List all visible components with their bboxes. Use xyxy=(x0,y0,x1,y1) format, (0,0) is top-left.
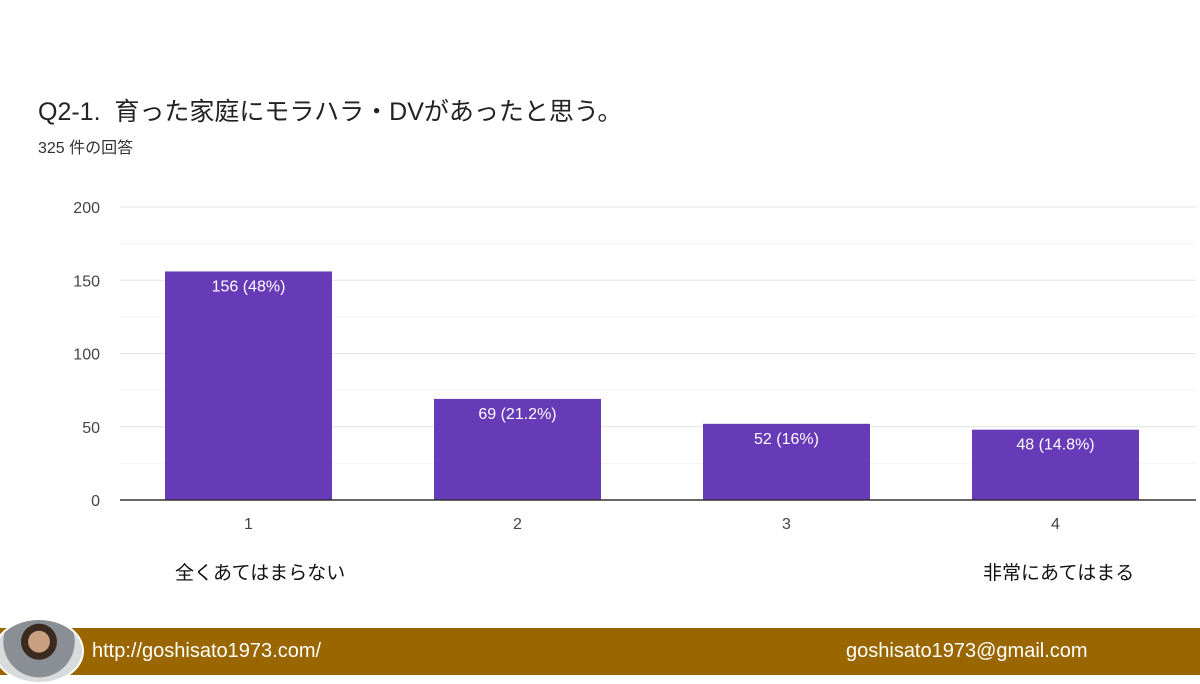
data-label: 52 (16%) xyxy=(754,431,819,448)
scale-label-low: 全くあてはまらない xyxy=(175,563,346,584)
y-tick-label: 50 xyxy=(82,420,100,437)
y-tick-label: 200 xyxy=(73,200,100,217)
bar xyxy=(972,429,1139,500)
bar xyxy=(703,423,870,500)
data-label: 156 (48%) xyxy=(212,278,286,295)
footer-bar: http://goshisato1973.com/ goshisato1973@… xyxy=(0,628,1200,675)
y-tick-label: 0 xyxy=(91,493,100,510)
bar xyxy=(434,398,601,500)
response-count: 325 件の回答 xyxy=(38,140,134,157)
x-tick-label: 2 xyxy=(513,516,522,533)
bar xyxy=(165,271,332,500)
y-tick-label: 150 xyxy=(73,273,100,290)
email-link[interactable]: goshisato1973@gmail.com xyxy=(846,640,1088,662)
x-tick-label: 3 xyxy=(782,516,791,533)
x-tick-label: 4 xyxy=(1051,516,1060,533)
chart-title: Q2-1. 育った家庭にモラハラ・DVがあったと思う。 xyxy=(38,98,623,126)
data-label: 69 (21.2%) xyxy=(478,406,556,423)
x-tick-label: 1 xyxy=(244,516,253,533)
scale-label-high: 非常にあてはまる xyxy=(983,563,1135,584)
data-label: 48 (14.8%) xyxy=(1016,437,1094,454)
website-link[interactable]: http://goshisato1973.com/ xyxy=(92,640,322,662)
y-tick-label: 100 xyxy=(73,347,100,364)
bar-chart: 0 50 100 150 200 156 (48%) 1 69 (21.2%) 2 52 (16%… xyxy=(73,200,1196,533)
